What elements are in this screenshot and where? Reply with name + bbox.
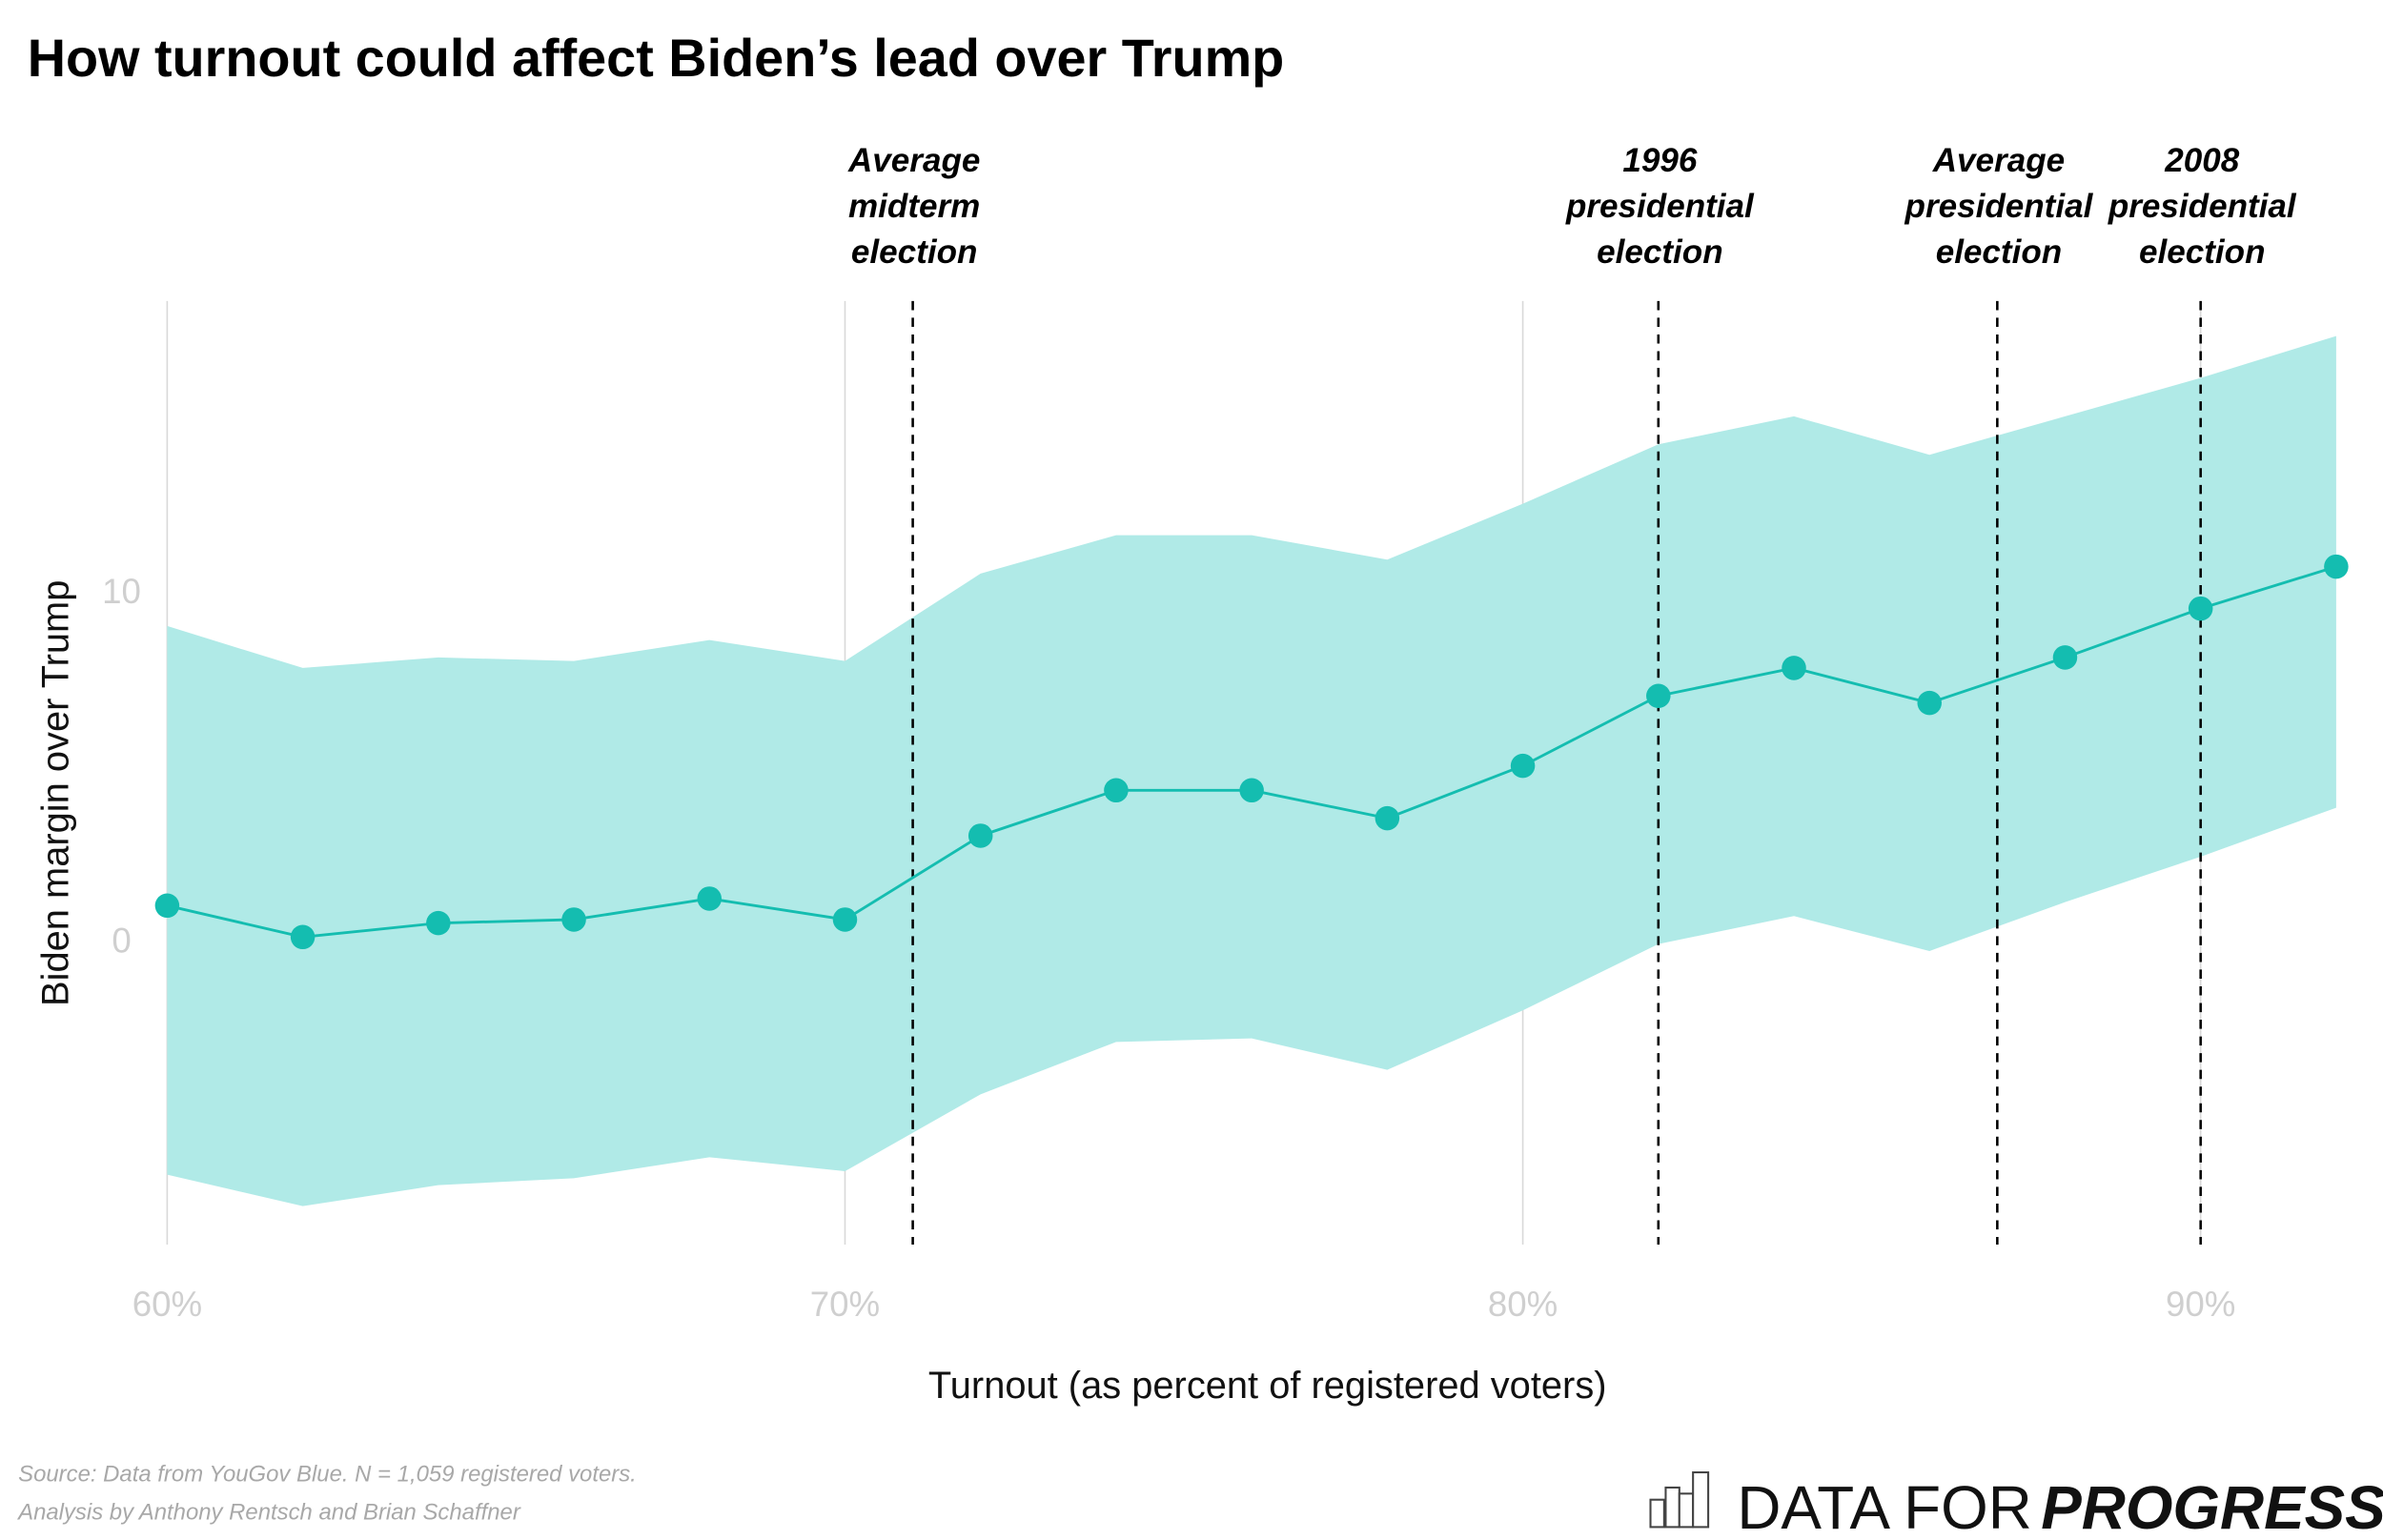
y-tick-label: 0	[112, 922, 131, 961]
data-point	[290, 924, 316, 950]
reference-label-line: presidential	[2108, 188, 2297, 225]
reference-label-line: 1996	[1622, 142, 1698, 179]
logo-text-progress: PROGRESS	[2041, 1473, 2383, 1540]
reference-label-line: Average	[1932, 142, 2065, 179]
data-point	[2052, 645, 2078, 670]
data-point	[2188, 596, 2213, 621]
data-point	[154, 893, 180, 919]
reference-label: 2008 presidential election	[2108, 142, 2297, 271]
data-point	[1375, 805, 1400, 831]
reference-label-line: presidential	[1565, 188, 1755, 225]
reference-label: 1996 presidential election	[1565, 142, 1755, 271]
bar-chart-logo-icon	[1649, 1470, 1710, 1529]
logo-text-data-for: DATA FOR	[1737, 1473, 2031, 1540]
reference-label-line: 2008	[2164, 142, 2240, 179]
data-point	[1782, 656, 1806, 680]
x-tick-label: 90%	[2166, 1285, 2235, 1324]
data-point	[561, 907, 586, 932]
reference-label-line: presidential	[1904, 188, 2094, 225]
data-point	[697, 886, 723, 911]
reference-label-line: election	[2139, 233, 2266, 271]
data-point	[832, 907, 858, 932]
data-point	[1239, 778, 1264, 803]
reference-label-line: election	[1597, 233, 1723, 271]
logo: DATA FOR PROGRESS	[1649, 1470, 2383, 1540]
reference-label-line: election	[851, 233, 978, 271]
reference-label-line: midterm	[848, 188, 980, 225]
x-axis-label: Turnout (as percent of registered voters…	[928, 1365, 1607, 1407]
data-point	[426, 910, 451, 936]
reference-lines: Average midterm election 1996 presidential el…	[847, 142, 2297, 1246]
reference-label-line: Average	[847, 142, 980, 179]
chart-title: How turnout could affect Biden’s lead ov…	[28, 28, 1285, 88]
y-axis-label: Biden margin over Trump	[35, 580, 77, 1006]
reference-label: Average midterm election	[847, 142, 980, 271]
x-tick-labels: 60% 70% 80% 90%	[132, 1285, 2236, 1324]
data-points	[154, 554, 2349, 950]
y-tick-label: 10	[102, 572, 141, 611]
x-tick-label: 70%	[810, 1285, 880, 1324]
x-tick-label: 60%	[132, 1285, 202, 1324]
data-point	[1510, 753, 1536, 779]
reference-label-line: election	[1936, 233, 2063, 271]
reference-label: Average presidential election	[1904, 142, 2094, 271]
data-point	[1917, 690, 1942, 716]
x-tick-label: 80%	[1488, 1285, 1558, 1324]
source-line-1: Source: Data from YouGov Blue. N = 1,059…	[18, 1462, 637, 1488]
data-point	[1104, 778, 1129, 803]
data-point	[967, 823, 993, 848]
data-point	[2324, 554, 2349, 579]
data-point	[1646, 683, 1671, 709]
y-tick-labels: 0 10	[102, 572, 141, 961]
confidence-band	[167, 335, 2336, 1206]
source-line-2: Analysis by Anthony Rentsch and Brian Sc…	[16, 1499, 521, 1525]
